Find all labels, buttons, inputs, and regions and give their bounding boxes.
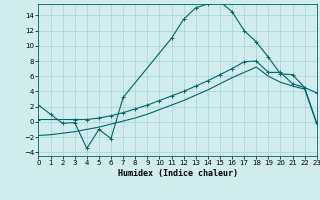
X-axis label: Humidex (Indice chaleur): Humidex (Indice chaleur) [118, 169, 238, 178]
